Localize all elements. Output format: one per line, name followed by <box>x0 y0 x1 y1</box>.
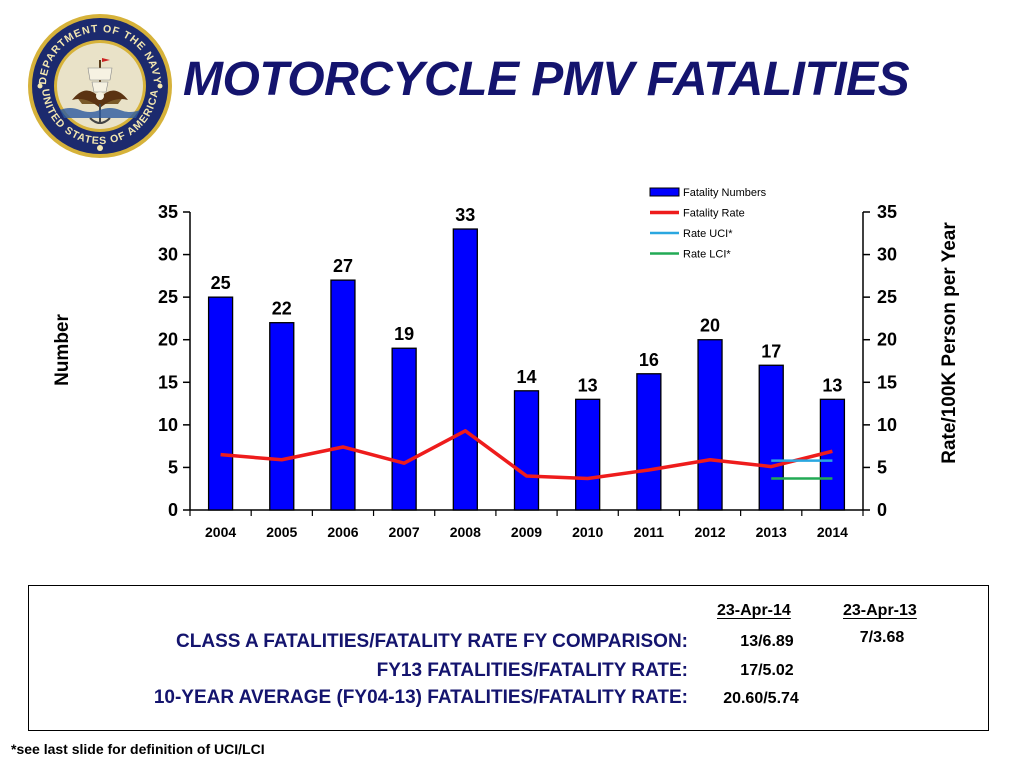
bar <box>269 322 295 511</box>
y-tick-label-left: 30 <box>158 245 178 265</box>
x-tick-label: 2012 <box>694 524 725 540</box>
navy-seal-icon: DEPARTMENT OF THE NAVY UNITED STATES OF … <box>28 14 172 158</box>
bar-data-label: 13 <box>578 375 598 395</box>
x-tick-label: 2006 <box>327 524 358 540</box>
legend-swatch-bar <box>649 187 680 197</box>
bar-data-label: 19 <box>394 324 414 344</box>
y-tick-label-right: 0 <box>877 500 887 520</box>
y-tick-label-left: 35 <box>158 202 178 222</box>
legend-label: Rate UCI* <box>683 228 733 240</box>
bar <box>207 296 234 511</box>
y-tick-label-right: 15 <box>877 372 897 392</box>
y-tick-label-left: 0 <box>168 500 178 520</box>
y-tick-label-right: 30 <box>877 245 897 265</box>
chart-area: 0 0 5 5 10 10 15 15 20 20 25 25 30 30 35 35 2004 2005 2006… <box>158 187 897 540</box>
row-label-fy13: FY13 FATALITIES/FATALITY RATE: <box>376 660 688 681</box>
x-tick-label: 2005 <box>266 524 297 540</box>
x-tick-label: 2014 <box>817 524 848 540</box>
x-tick-label: 2008 <box>450 524 481 540</box>
value-fy-comparison-apr13: 7/3.68 <box>859 629 905 646</box>
bar <box>330 279 356 511</box>
page-title: MOTORCYCLE PMV FATALITIES <box>183 53 910 106</box>
bar-data-label: 14 <box>516 367 536 387</box>
bar-data-label: 20 <box>700 316 720 336</box>
legend-label: Fatality Rate <box>683 208 745 220</box>
bar <box>391 347 417 511</box>
x-tick-label: 2013 <box>756 524 787 540</box>
value-fy13-apr14: 17/5.02 <box>740 662 794 679</box>
y-tick-label-left: 5 <box>168 457 178 477</box>
bar <box>513 390 540 511</box>
y-tick-label-left: 15 <box>158 372 178 392</box>
bar-data-label: 27 <box>333 256 353 276</box>
x-tick-label: 2011 <box>634 524 665 540</box>
y-tick-label-right: 20 <box>877 330 897 350</box>
column-header-apr13: 23-Apr-13 <box>843 602 917 619</box>
bar-data-label: 22 <box>272 299 292 319</box>
x-tick-label: 2010 <box>572 524 603 540</box>
y-tick-label-right: 25 <box>877 287 897 307</box>
value-fy-comparison-apr14: 13/6.89 <box>740 633 794 650</box>
bar <box>636 373 662 511</box>
bar-data-label: 25 <box>211 273 231 293</box>
x-tick-label: 2004 <box>205 524 236 540</box>
y-tick-label-right: 5 <box>877 457 887 477</box>
row-label-fy-comparison: CLASS A FATALITIES/FATALITY RATE FY COMP… <box>176 631 688 652</box>
y-tick-label-left: 20 <box>158 330 178 350</box>
x-tick-label: 2007 <box>389 524 420 540</box>
bar-data-label: 16 <box>639 350 659 370</box>
row-label-10-year-average: 10-YEAR AVERAGE (FY04-13) FATALITIES/FAT… <box>153 687 688 708</box>
bar <box>452 228 478 511</box>
column-header-apr14: 23-Apr-14 <box>717 602 791 619</box>
legend-label: Fatality Numbers <box>683 187 767 199</box>
bar <box>575 398 601 511</box>
y-tick-label-right: 35 <box>877 202 897 222</box>
y-tick-label-left: 25 <box>158 287 178 307</box>
value-10-year-average-apr14: 20.60/5.74 <box>723 690 799 707</box>
bar <box>697 339 723 511</box>
footnote: *see last slide for definition of UCI/LC… <box>11 741 265 757</box>
y-tick-label-left: 10 <box>158 415 178 435</box>
bar-data-label: 17 <box>761 341 781 361</box>
bar <box>758 364 784 511</box>
x-tick-label: 2009 <box>511 524 542 540</box>
bar-data-label: 33 <box>455 205 475 225</box>
bar-data-label: 13 <box>822 375 842 395</box>
fatality-rate-line <box>220 429 833 481</box>
summary-box: 23-Apr-14 23-Apr-13 CLASS A FATALITIES/F… <box>28 585 989 731</box>
legend-label: Rate LCI* <box>683 249 731 261</box>
y-tick-label-right: 10 <box>877 415 897 435</box>
